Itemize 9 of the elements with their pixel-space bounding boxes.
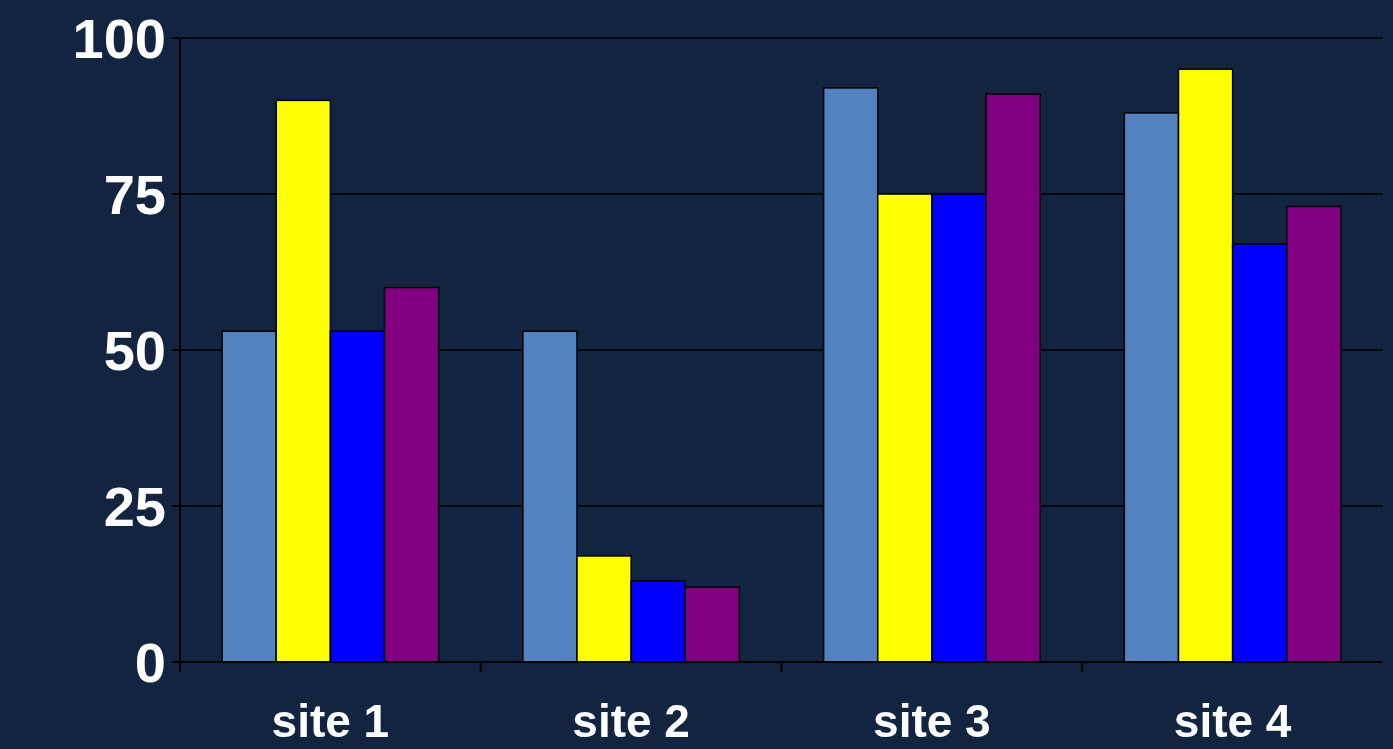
x-tick-label: site 1 [271, 695, 390, 747]
y-tick-label: 0 [134, 630, 166, 694]
y-tick-label: 25 [103, 474, 166, 538]
x-tick-label: site 2 [572, 695, 690, 747]
y-tick-label: 100 [72, 6, 166, 70]
x-tick-label: site 3 [873, 695, 991, 747]
y-tick-label: 75 [103, 162, 166, 226]
x-tick-label: site 4 [1173, 695, 1292, 747]
y-tick-label: 50 [103, 318, 166, 382]
